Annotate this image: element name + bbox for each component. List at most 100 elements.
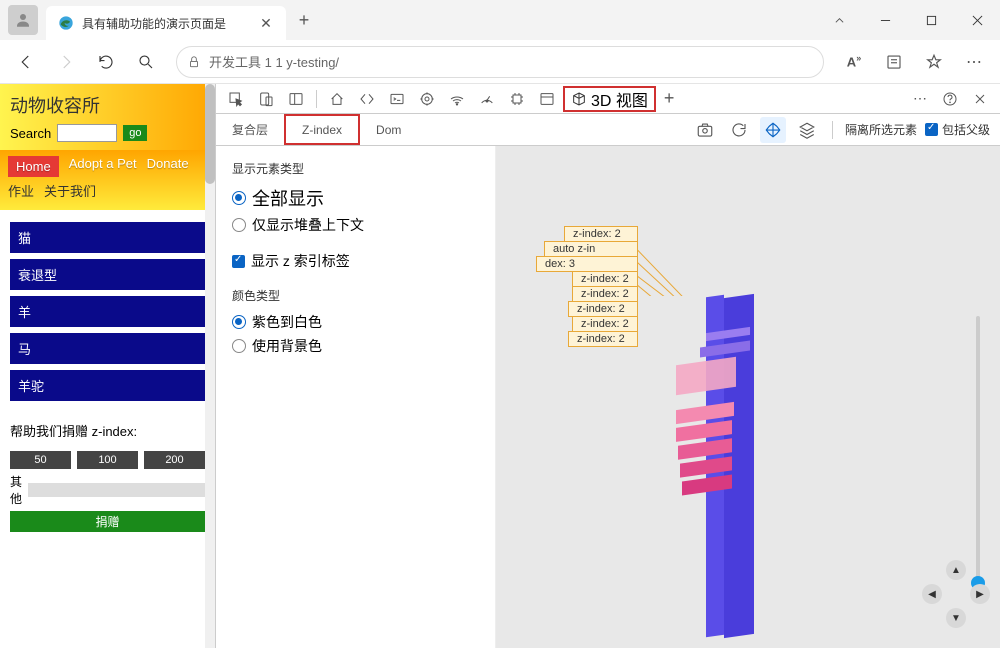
list-item[interactable]: 马	[10, 333, 205, 364]
dpad-right[interactable]: ▶	[970, 584, 990, 604]
dpad-down[interactable]: ▼	[946, 608, 966, 628]
dock-icon[interactable]	[282, 86, 310, 112]
go-button[interactable]: go	[123, 125, 147, 141]
3d-view-tab[interactable]: 3D 视图	[563, 86, 656, 112]
radio-label: 使用背景色	[252, 336, 322, 356]
reset-view-icon[interactable]	[726, 117, 752, 143]
z-index-labels: z-index: 2 auto z-in dex: 3 z-index: 2 z…	[536, 226, 638, 346]
z-label: dex: 3	[536, 256, 638, 272]
devtools-tabbar: 3D 视图 + ⋯	[216, 84, 1000, 114]
radio-icon	[232, 191, 246, 205]
webpage-nav: Home Adopt a Pet Donate 作业 关于我们	[0, 150, 215, 210]
webpage-panel: 动物收容所 Search go Home Adopt a Pet Donate …	[0, 84, 215, 648]
refresh-button[interactable]	[88, 44, 124, 80]
composite-tab[interactable]: 复合层	[216, 114, 284, 145]
nav-work[interactable]: 作业	[8, 181, 34, 200]
page-scrollbar[interactable]	[205, 84, 215, 648]
help-icon[interactable]	[936, 86, 964, 112]
close-button[interactable]	[954, 0, 1000, 40]
z-label: auto z-in	[544, 241, 638, 257]
favorite-icon[interactable]	[916, 44, 952, 80]
read-aloud-icon[interactable]: A»	[836, 44, 872, 80]
browser-tab[interactable]: 具有辅助功能的演示页面是 ✕	[46, 6, 286, 40]
webpage-header: 动物收容所 Search go	[0, 84, 215, 150]
screenshot-icon[interactable]	[692, 117, 718, 143]
address-bar: 开发工具 1 1 y-testing/ A» ⋯	[0, 40, 1000, 84]
lock-icon	[187, 55, 201, 69]
radio-display-stacked[interactable]: 仅显示堆叠上下文	[232, 215, 479, 235]
menu-icon[interactable]: ⋯	[956, 44, 992, 80]
devtools-subtabs: 复合层 Z-index Dom 隔离所选元素 包括父级	[216, 114, 1000, 146]
donate-section: 帮助我们捐赠 z-index: 50 100 200 其他 捐赠	[0, 413, 215, 542]
radio-icon	[232, 218, 246, 232]
other-input[interactable]	[28, 483, 205, 497]
new-tab-button[interactable]: +	[290, 6, 318, 34]
window-controls	[816, 0, 1000, 40]
amount-50[interactable]: 50	[10, 451, 71, 469]
checkbox-icon	[925, 123, 938, 136]
maximize-button[interactable]	[908, 0, 954, 40]
add-tab-button[interactable]: +	[658, 88, 681, 109]
animal-list: 猫 衰退型 羊 马 羊驼	[0, 210, 215, 413]
reader-icon[interactable]	[876, 44, 912, 80]
network-icon[interactable]	[443, 86, 471, 112]
amount-200[interactable]: 200	[144, 451, 205, 469]
radio-label: 紫色到白色	[252, 312, 322, 332]
z-label: z-index: 2	[568, 331, 638, 347]
search-button[interactable]	[128, 44, 164, 80]
list-item[interactable]: 羊	[10, 296, 205, 327]
devtools-body: 显示元素类型 全部显示 仅显示堆叠上下文 显示 z 索引标签 颜色类型	[216, 146, 1000, 648]
inspect-icon[interactable]	[222, 86, 250, 112]
dom-tab[interactable]: Dom	[360, 114, 417, 145]
show-z-labels-toggle[interactable]: 显示 z 索引标签	[232, 251, 479, 271]
search-input[interactable]	[57, 124, 117, 142]
devtools-sidebar: 显示元素类型 全部显示 仅显示堆叠上下文 显示 z 索引标签 颜色类型	[216, 146, 496, 648]
isolate-toggle[interactable]: 隔离所选元素	[845, 121, 917, 138]
include-parent-label: 包括父级	[942, 121, 990, 138]
radio-display-all[interactable]: 全部显示	[232, 185, 479, 211]
minimize-button[interactable]	[862, 0, 908, 40]
pan-icon[interactable]	[760, 117, 786, 143]
device-icon[interactable]	[252, 86, 280, 112]
memory-icon[interactable]	[503, 86, 531, 112]
devtools-close-icon[interactable]	[966, 86, 994, 112]
z-label: z-index: 2	[572, 271, 638, 287]
tab-close-icon[interactable]: ✕	[258, 15, 274, 31]
zindex-tab[interactable]: Z-index	[284, 114, 360, 145]
nav-home[interactable]: Home	[8, 156, 59, 177]
profile-icon[interactable]	[8, 5, 38, 35]
list-item[interactable]: 衰退型	[10, 259, 205, 290]
elements-icon[interactable]	[353, 86, 381, 112]
url-input[interactable]: 开发工具 1 1 y-testing/	[176, 46, 824, 78]
3d-viewport[interactable]: z-index: 2 auto z-in dex: 3 z-index: 2 z…	[496, 146, 1000, 648]
radio-use-bg[interactable]: 使用背景色	[232, 336, 479, 356]
amount-100[interactable]: 100	[77, 451, 138, 469]
forward-button[interactable]	[48, 44, 84, 80]
radio-icon	[232, 339, 246, 353]
list-item[interactable]: 羊驼	[10, 370, 205, 401]
dpad-up[interactable]: ▲	[946, 560, 966, 580]
window-expand-icon[interactable]	[816, 0, 862, 40]
sources-icon[interactable]	[413, 86, 441, 112]
radio-purple-white[interactable]: 紫色到白色	[232, 312, 479, 332]
performance-icon[interactable]	[473, 86, 501, 112]
nav-donate[interactable]: Donate	[147, 156, 189, 177]
z-label: z-index: 2	[564, 226, 638, 242]
application-icon[interactable]	[533, 86, 561, 112]
donate-button[interactable]: 捐赠	[10, 511, 205, 532]
list-item[interactable]: 猫	[10, 222, 205, 253]
welcome-icon[interactable]	[323, 86, 351, 112]
cube-icon	[571, 91, 587, 107]
layers-icon[interactable]	[794, 117, 820, 143]
more-tools-icon[interactable]: ⋯	[906, 86, 934, 112]
include-parent-toggle[interactable]: 包括父级	[925, 121, 990, 138]
back-button[interactable]	[8, 44, 44, 80]
console-icon[interactable]	[383, 86, 411, 112]
check-label: 显示 z 索引标签	[251, 251, 350, 271]
nav-about[interactable]: 关于我们	[44, 181, 96, 200]
dpad-left[interactable]: ◀	[922, 584, 942, 604]
nav-adopt[interactable]: Adopt a Pet	[69, 156, 137, 177]
radio-icon	[232, 315, 246, 329]
z-label: z-index: 2	[572, 286, 638, 302]
zoom-slider[interactable]	[976, 316, 980, 596]
